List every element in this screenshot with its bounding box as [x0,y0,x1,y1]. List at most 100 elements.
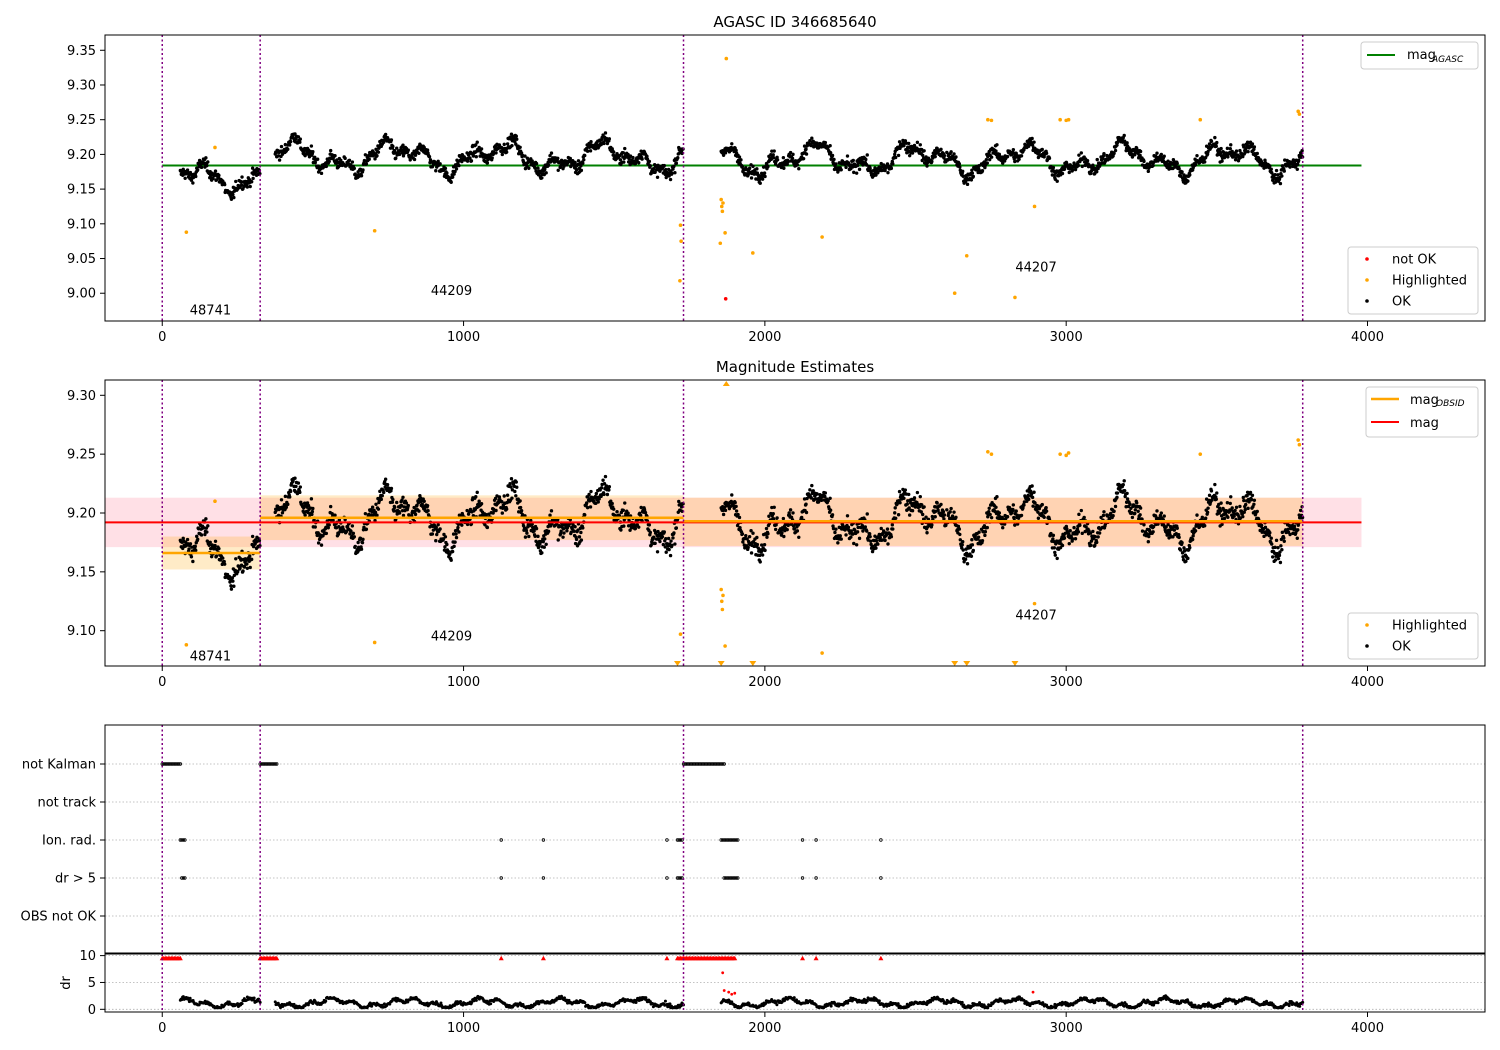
ok-point [834,527,838,531]
ok-point [1267,533,1272,538]
dr-point [382,1002,386,1006]
ok-point [532,529,536,533]
ok-point [527,166,531,170]
ok-point [907,492,911,497]
flag-marker [261,762,265,766]
ok-point [391,144,395,149]
ok-point [913,505,918,509]
ok-point [1280,548,1284,552]
ok-point [915,490,920,495]
ok-point [723,508,728,513]
ok-point [1300,149,1304,153]
ok-point [1095,157,1099,162]
ok-point [749,551,754,555]
ok-point [1140,529,1145,533]
ok-point [649,543,653,547]
ok-point [791,511,795,515]
ok-point [949,150,953,154]
clipped-high-marker [722,381,730,386]
ok-point [1250,142,1255,146]
ok-point [515,137,519,141]
ok-point [1263,158,1267,162]
highlighted-point [372,228,377,233]
highlighted-point [678,223,683,228]
ok-point [218,558,223,562]
ok-point [249,557,254,562]
flag-row-label: not Kalman [22,758,96,773]
ok-point [795,163,800,167]
ok-point [583,153,587,158]
ok-point [1014,509,1018,513]
obsid-label: 44207 [1015,261,1056,276]
ok-point [413,512,418,517]
ok-point [1027,497,1031,501]
flag-marker [180,876,184,880]
ok-point [1146,540,1151,544]
ok-point [389,138,394,142]
ok-point [394,156,398,160]
ok-point [221,556,225,560]
ok-point [1115,140,1120,145]
ok-point [1279,544,1283,548]
ok-point [1060,171,1065,176]
ok-point [738,525,742,530]
ok-point [1032,490,1036,494]
ok-point [760,553,765,557]
ok-point [1182,546,1186,550]
ok-point [250,534,255,539]
ok-point [605,141,610,146]
ok-point [971,548,976,553]
dr-tick-label: 0 [88,1003,96,1018]
flag-marker [181,876,186,880]
ok-point [206,160,210,164]
ok-point [860,524,865,528]
ok-point [1206,506,1210,510]
ok-point [605,492,610,497]
ok-point [543,537,547,541]
ok-point [404,501,409,505]
flag-marker [687,762,692,766]
ok-point [912,143,917,148]
ok-point [213,169,218,173]
ok-point [786,159,790,164]
highlighted-point [1296,109,1300,114]
ok-point [758,181,762,185]
ok-point [438,527,442,531]
ok-point [971,174,976,179]
ok-point [1138,506,1143,510]
ok-point [1051,533,1056,538]
ok-point [664,167,668,172]
ok-point [1167,530,1172,534]
dr-point [258,1000,262,1004]
ok-point [401,495,405,500]
ok-point [397,152,402,157]
ok-point [983,530,988,534]
ok-point [958,165,962,169]
ok-point [920,153,925,157]
ok-point [293,476,297,480]
ok-point [673,171,677,175]
ok-point [214,554,219,558]
ok-point [857,167,862,172]
flag-marker [541,838,546,842]
x-tick-label: 3000 [1050,330,1083,345]
flag-marker [693,762,698,766]
ok-point [647,159,652,164]
ok-point [785,527,789,532]
ok-point [891,527,895,531]
dr-tick-label: 5 [88,976,96,991]
ok-point [734,504,738,509]
legend-label: Highlighted [1392,619,1467,634]
y-tick-label: 9.20 [67,506,96,521]
ok-point [1011,147,1016,152]
ok-point [640,157,644,161]
ok-point [918,494,922,499]
ok-point [1062,167,1067,171]
ok-point [1079,151,1084,155]
ok-point [995,494,999,499]
ok-point [373,510,378,515]
flag-marker [728,838,732,842]
ok-point [1133,508,1137,512]
ok-point [854,171,859,175]
